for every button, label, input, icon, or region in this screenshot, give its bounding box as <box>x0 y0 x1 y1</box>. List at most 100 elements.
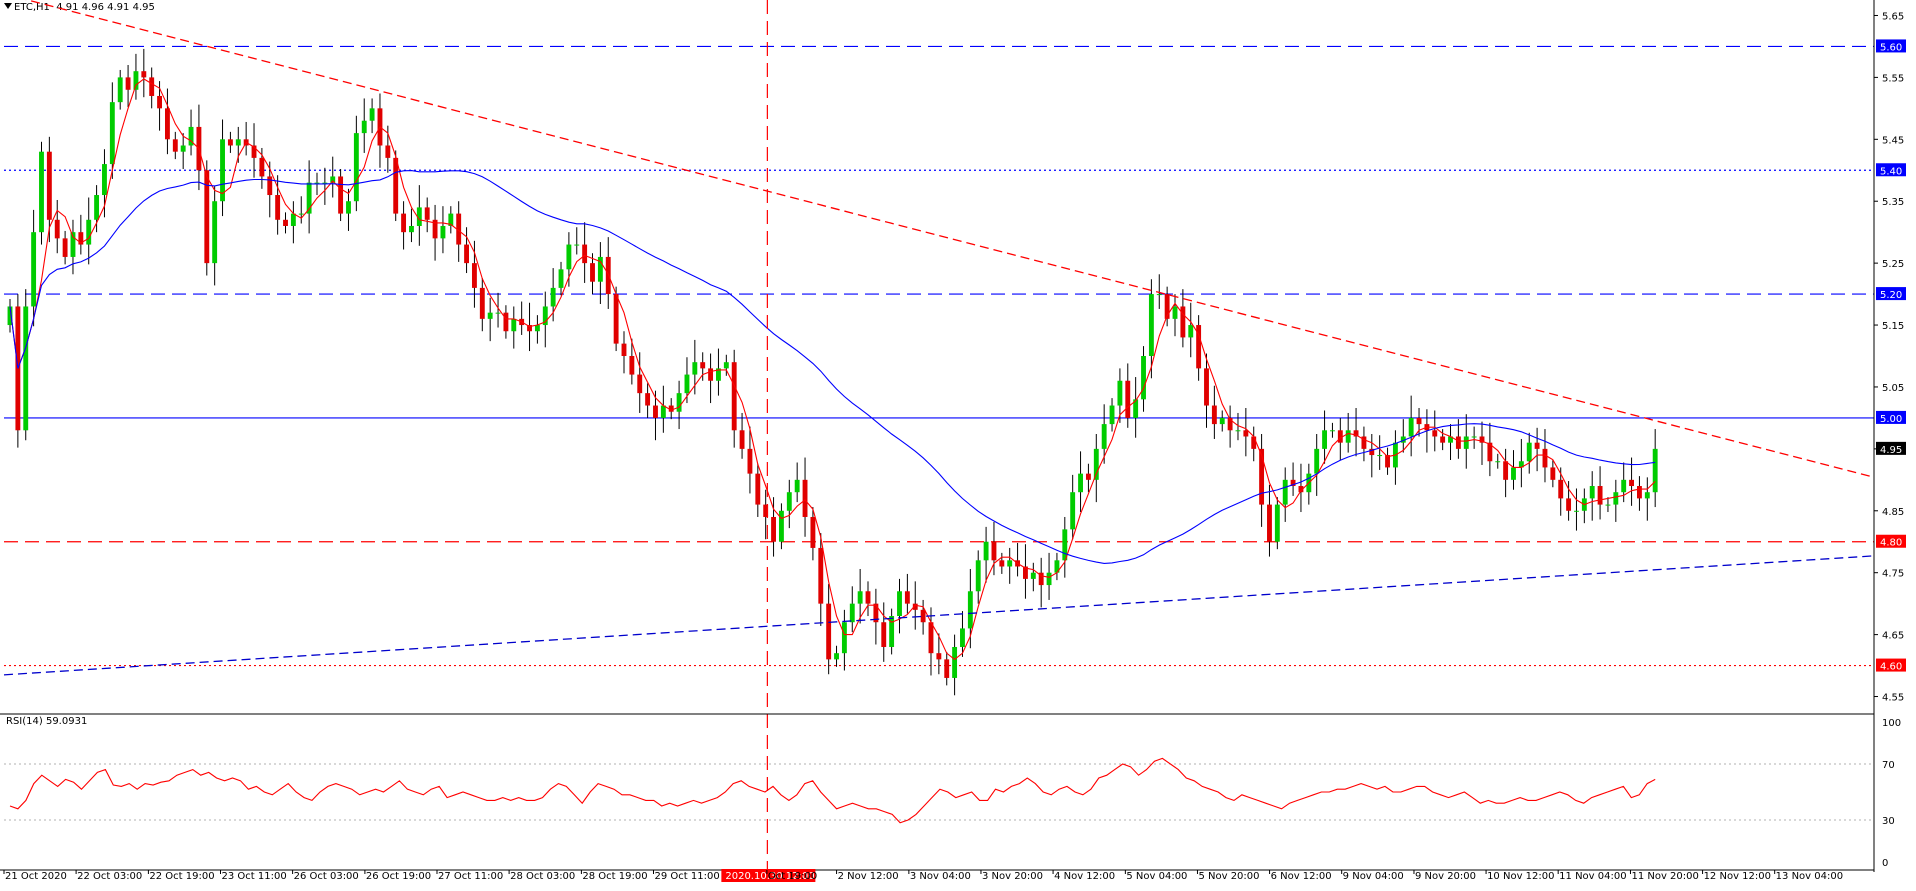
candle-body <box>338 176 344 214</box>
candle-body <box>1629 479 1635 487</box>
candle-body <box>70 232 76 257</box>
candle-body <box>487 312 493 319</box>
candle-body <box>1574 510 1579 512</box>
fast-moving-average-line <box>9 78 1656 661</box>
candle-body <box>1440 436 1446 443</box>
candle-body <box>731 362 737 431</box>
candle-body <box>1251 436 1257 449</box>
price-tick-label: 5.15 <box>1882 321 1904 332</box>
candle-body <box>849 603 855 623</box>
candle-body <box>1172 306 1178 319</box>
candle-body <box>716 368 721 381</box>
candle-body <box>1023 566 1028 579</box>
price-tick-label: 5.45 <box>1882 135 1904 146</box>
time-tick-label: 3 Nov 04:00 <box>910 871 971 882</box>
level-price-tag <box>1876 534 1906 548</box>
candle-body <box>841 622 847 654</box>
candle-body <box>361 120 367 134</box>
candle-body <box>1377 455 1383 457</box>
candle-body <box>164 108 170 140</box>
ascending-support-trendline[interactable] <box>3 555 1873 676</box>
candle-body <box>1503 461 1509 480</box>
level-price-tag <box>1876 163 1906 177</box>
vertical-marker-time-tag <box>721 869 816 882</box>
candle-body <box>1455 436 1461 449</box>
candle-body <box>1400 436 1406 443</box>
candle-body <box>1518 461 1524 468</box>
candle-body <box>1117 380 1123 406</box>
candle-body <box>251 145 257 158</box>
candle-body <box>1322 430 1328 449</box>
candle-body <box>1432 430 1438 437</box>
rsi-tick-label: 30 <box>1882 816 1895 827</box>
candle-body <box>692 362 698 375</box>
price-tick-label: 4.75 <box>1882 569 1904 580</box>
time-tick-label: 9 Nov 04:00 <box>1343 871 1404 882</box>
candle-body <box>660 405 666 418</box>
candle-body <box>865 591 871 604</box>
candle-body <box>590 263 595 282</box>
descending-resistance-trendline[interactable] <box>4 0 1873 478</box>
dropdown-triangle-icon[interactable] <box>4 3 12 9</box>
candle-body <box>1636 486 1642 499</box>
candle-body <box>960 628 965 647</box>
candle-body <box>904 591 910 604</box>
time-tick-label: 28 Oct 03:00 <box>510 871 575 882</box>
level-price-tag-label: 5.00 <box>1880 414 1902 425</box>
candle-body <box>1046 572 1052 586</box>
candle-body <box>802 479 808 517</box>
candle-body <box>283 219 288 226</box>
candle-body <box>1337 430 1343 443</box>
candle-body <box>495 312 501 314</box>
candle-body <box>448 213 454 226</box>
candle-body <box>810 516 816 548</box>
time-tick-label: 11 Nov 04:00 <box>1559 871 1626 882</box>
price-tick-label: 5.55 <box>1882 73 1904 84</box>
candle-body <box>1314 448 1320 474</box>
price-panel[interactable] <box>3 0 1874 870</box>
time-tick-label: 22 Oct 03:00 <box>77 871 142 882</box>
candle-body <box>117 77 123 103</box>
candle-body <box>936 653 942 660</box>
candle-body <box>393 157 399 214</box>
rsi-line <box>9 757 1656 824</box>
candle-body <box>1290 479 1296 487</box>
candle-body <box>1526 442 1532 462</box>
candle-body <box>1408 417 1414 437</box>
candle-body <box>1566 498 1572 511</box>
current-price-tag-label: 4.95 <box>1880 445 1902 456</box>
candle-body <box>1353 430 1359 437</box>
candle-body <box>700 362 706 369</box>
level-price-tag <box>1876 410 1906 424</box>
candle-body <box>1345 430 1351 443</box>
candle-body <box>999 560 1005 567</box>
candle-body <box>1416 417 1422 425</box>
candle-body <box>1030 572 1036 579</box>
time-tick-label: 9 Nov 20:00 <box>1415 871 1476 882</box>
candle-body <box>401 213 407 233</box>
rsi-tick-label: 100 <box>1882 718 1901 729</box>
candle-body <box>637 374 643 394</box>
candle-body <box>330 176 336 183</box>
rsi-panel[interactable] <box>4 757 1874 824</box>
candle-body <box>889 616 895 647</box>
rsi-tick-label: 0 <box>1882 858 1888 869</box>
candle-body <box>1385 455 1390 468</box>
candle-body <box>212 201 218 264</box>
level-price-tag <box>1876 658 1906 672</box>
candle-body <box>747 448 753 474</box>
time-tick-label: 2 Nov 12:00 <box>838 871 899 882</box>
candle-body <box>1361 436 1367 449</box>
candle-body <box>778 510 784 542</box>
candle-body <box>897 591 902 617</box>
time-tick-label: 6 Nov 12:00 <box>1271 871 1332 882</box>
candle-body <box>1267 504 1272 542</box>
candle-body <box>786 492 792 511</box>
candle-body <box>298 213 304 215</box>
level-price-tag-label: 5.60 <box>1880 42 1902 53</box>
time-tick-label: 21 Oct 2020 <box>5 871 67 882</box>
level-price-tag-label: 4.80 <box>1880 538 1902 549</box>
candle-body <box>1180 306 1186 338</box>
